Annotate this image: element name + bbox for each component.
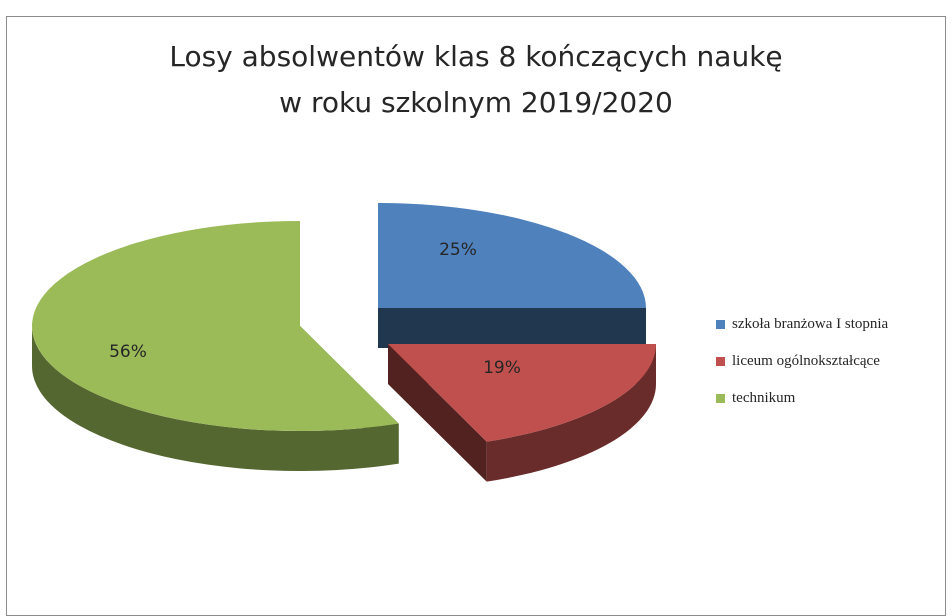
slice-side-technikum [32,326,399,472]
slice-cut-liceum-1 [388,344,487,482]
slice-technikum [31,221,399,431]
slice-szkola-branzowa [378,203,646,308]
legend-swatch [716,357,725,366]
legend-swatch [716,394,725,403]
chart-title: Losy absolwentów klas 8 kończących naukę… [0,34,952,126]
slice-liceum [388,344,656,442]
legend-item-liceum: liceum ogólnokształcące [716,343,888,380]
legend-swatch [716,320,725,329]
chart-title-line1: Losy absolwentów klas 8 kończących naukę [169,40,783,73]
chart-legend: szkoła branżowa I stopnia liceum ogólnoks… [716,306,888,417]
legend-item-szkola-branzowa: szkoła branżowa I stopnia [716,306,888,343]
legend-label: szkoła branżowa I stopnia [732,316,889,332]
data-label-technikum: 56% [109,342,147,362]
slice-side-liceum [486,344,656,482]
legend-label: technikum [732,390,796,406]
legend-label: liceum ogólnokształcące [732,353,880,369]
slice-cut-szkola-branzowa-1 [378,308,646,348]
legend-item-technikum: technikum [716,380,888,417]
data-label-liceum: 19% [483,358,521,378]
chart-title-line2: w roku szkolnym 2019/2020 [279,86,673,119]
data-label-szkola-branzowa: 25% [439,240,477,260]
pie-chart: 25% 19% 56% [31,203,656,482]
pie-tops: 25% 19% 56% [31,203,656,442]
